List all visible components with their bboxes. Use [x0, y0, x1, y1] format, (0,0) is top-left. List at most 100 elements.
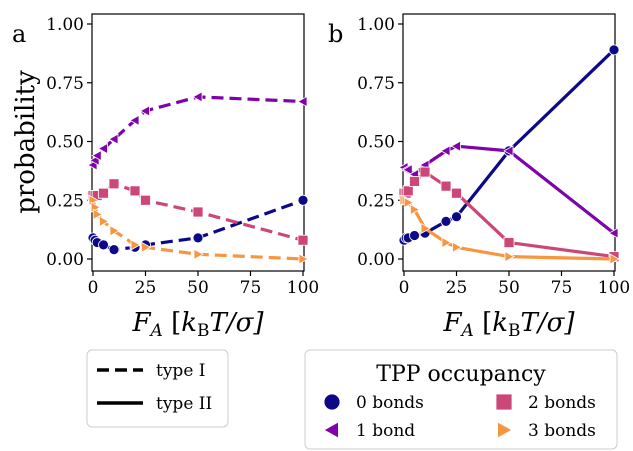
data-point-2-bonds	[192, 206, 204, 218]
legend-label-3-bonds: 3 bonds	[528, 421, 596, 441]
legend-occupancy-items: 0 bonds 2 bonds 1 bond 3 bonds	[323, 393, 596, 441]
xlabel-sub: A	[149, 321, 163, 341]
legend-marker-1-bond	[323, 421, 339, 439]
y-tick-label: 0.50	[46, 133, 84, 153]
x-tick-label: 75	[551, 278, 573, 298]
legend-label-1-bond: 1 bond	[356, 421, 415, 441]
data-point-1-bond	[297, 95, 308, 108]
data-point-3-bonds	[193, 248, 204, 260]
y-tick-label: 1.00	[46, 15, 84, 35]
xlabel-rest: T/σ]	[210, 308, 265, 338]
data-point-3-bonds	[92, 208, 104, 221]
data-point-2-bonds	[108, 178, 120, 190]
data-point-3-bonds	[141, 241, 152, 253]
data-point-1-bond	[91, 149, 102, 162]
data-point-1-bond	[97, 142, 108, 155]
data-point-2-bonds	[503, 237, 515, 248]
data-point-3-bonds	[99, 215, 110, 228]
legend-type-ii-label: type II	[156, 394, 212, 414]
data-point-3-bonds	[403, 196, 415, 209]
panel-b-x-ticks: 0 25 50 75 100	[399, 271, 630, 298]
panel-a-series	[87, 91, 309, 265]
legend-occupancy: TPP occupancy 0 bonds 2 bonds 1 bond 3 bond…	[304, 349, 618, 450]
data-point-3-bonds	[504, 250, 515, 263]
y-tick-label: 0.00	[357, 250, 395, 270]
legend-occupancy-box	[304, 349, 618, 450]
panel-b-x-axis-label: FA [kBT/σ]	[442, 308, 575, 341]
data-point-2-bonds	[440, 180, 452, 192]
data-point-0-bonds	[192, 232, 204, 244]
panel-b-letter: b	[328, 20, 343, 48]
legend-occupancy-title: TPP occupancy	[376, 362, 546, 387]
y-tick-label: 1.00	[357, 15, 395, 35]
series-line-1-bond	[91, 95, 304, 166]
x-tick-label: 100	[598, 278, 630, 298]
x-tick-label: 0	[399, 278, 410, 298]
panel-b-frame	[402, 13, 616, 272]
data-point-2-bonds	[297, 234, 309, 246]
xlabel-sub: A	[460, 321, 474, 341]
data-point-2-bonds	[409, 176, 420, 187]
panel-a-x-axis-label: FA [kBT/σ]	[131, 308, 264, 341]
data-point-1-bond	[139, 105, 150, 117]
y-tick-label: 0.25	[357, 191, 395, 211]
data-point-3-bonds	[420, 222, 431, 235]
data-point-0-bonds	[108, 244, 120, 256]
data-point-3-bonds	[130, 239, 141, 251]
data-point-3-bonds	[109, 225, 120, 237]
panel-b-series	[398, 44, 620, 265]
data-point-2-bonds	[419, 166, 431, 178]
data-point-1-bond	[402, 164, 413, 176]
data-point-1-bond	[450, 140, 461, 152]
legend-type-i-label: type I	[156, 361, 206, 381]
data-point-1-bond	[108, 133, 119, 145]
legend-marker-2-bonds	[495, 393, 513, 411]
data-point-2-bonds	[140, 194, 151, 206]
panel-a-letter: a	[12, 20, 26, 48]
data-point-1-bond	[503, 145, 514, 157]
data-point-0-bonds	[451, 211, 462, 223]
x-tick-label: 100	[287, 278, 319, 298]
data-point-2-bonds	[402, 185, 414, 197]
data-point-3-bonds	[298, 253, 309, 265]
xlabel-bracket: [	[474, 308, 492, 338]
xlabel-bracket: [	[163, 308, 181, 338]
x-tick-label: 0	[88, 278, 99, 298]
xlabel-main: F	[442, 308, 462, 338]
legend-marker-0-bonds	[323, 393, 341, 411]
panel-a: a 0.00 0.25 0.50 0.75 1.00 0 25 50 75 100	[12, 13, 319, 298]
xlabel-k: k	[181, 308, 197, 338]
x-tick-label: 50	[187, 278, 209, 298]
data-point-0-bonds	[440, 215, 452, 227]
legend-label-2-bonds: 2 bonds	[528, 393, 596, 413]
x-tick-label: 75	[240, 278, 262, 298]
series-line-0-bonds	[402, 48, 616, 242]
data-point-2-bonds	[451, 187, 462, 199]
data-point-0-bonds	[297, 194, 309, 206]
legend-line-style: type I type II	[86, 349, 229, 428]
x-tick-label: 25	[446, 278, 468, 298]
y-axis-label: probability	[11, 70, 41, 214]
y-tick-label: 0.50	[357, 133, 395, 153]
y-tick-label: 0.75	[357, 74, 395, 94]
data-point-3-bonds	[441, 236, 452, 249]
y-tick-label: 0.75	[46, 74, 84, 94]
data-point-0-bonds	[98, 239, 109, 251]
xlabel-rest: T/σ]	[521, 308, 576, 338]
data-point-0-bonds	[608, 44, 620, 56]
legend-label-0-bonds: 0 bonds	[356, 393, 424, 413]
data-point-3-bonds	[609, 253, 620, 265]
y-tick-label: 0.25	[46, 191, 84, 211]
panel-a-frame	[91, 13, 305, 272]
legend-marker-3-bonds	[497, 421, 513, 439]
data-point-2-bonds	[129, 185, 141, 197]
data-point-3-bonds	[410, 203, 421, 216]
data-point-2-bonds	[98, 187, 109, 199]
panel-a-x-ticks: 0 25 50 75 100	[88, 271, 319, 298]
y-tick-label: 0.00	[46, 250, 84, 270]
data-point-1-bond	[608, 227, 619, 239]
xlabel-ksub: B	[508, 321, 521, 341]
xlabel-k: k	[492, 308, 508, 338]
data-point-1-bond	[440, 145, 451, 157]
panel-b-y-ticks: 0.00 0.25 0.50 0.75 1.00	[357, 15, 403, 270]
